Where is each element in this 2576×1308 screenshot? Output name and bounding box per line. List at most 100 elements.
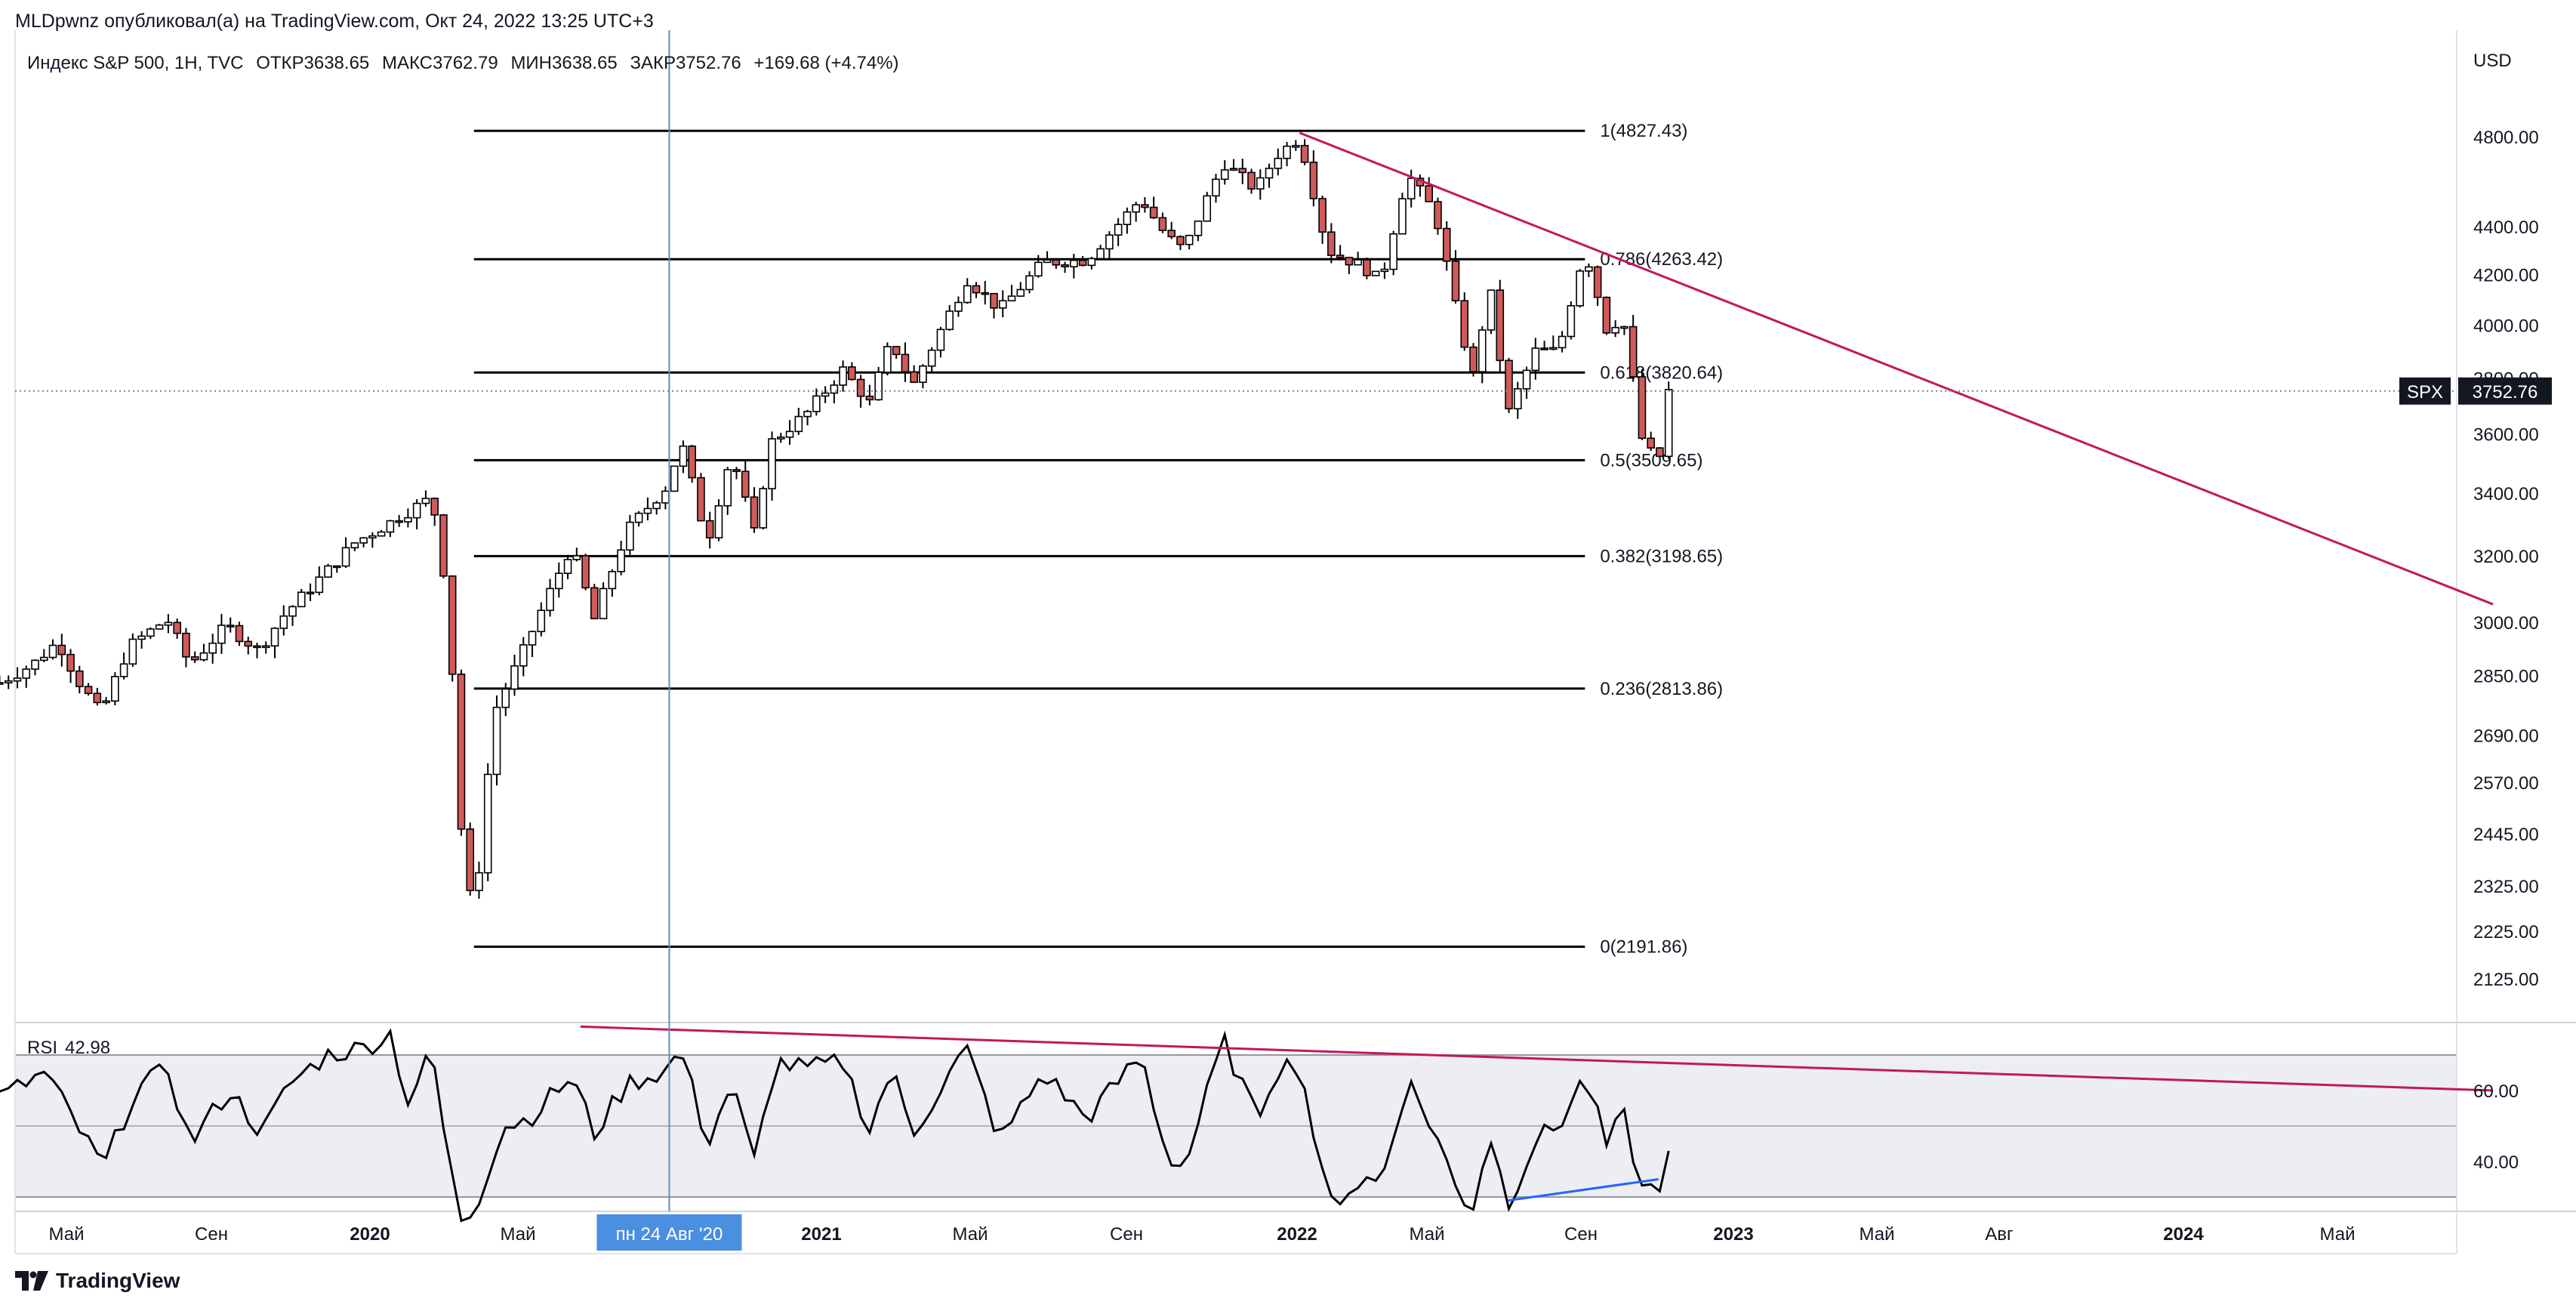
candle-body bbox=[1212, 178, 1220, 197]
candle-body bbox=[617, 549, 625, 572]
rsi-series bbox=[0, 1028, 1670, 1223]
candle-body bbox=[1194, 221, 1203, 236]
candle-body bbox=[368, 535, 377, 539]
time-tick-label: Май bbox=[1409, 1224, 1444, 1245]
fib-level-label: 0.618(3820.64) bbox=[1600, 362, 1723, 383]
low-label: МИН bbox=[510, 53, 553, 73]
candle-body bbox=[377, 531, 386, 537]
candle-body bbox=[306, 591, 315, 595]
candle-body bbox=[1531, 347, 1540, 372]
candle-body bbox=[705, 520, 714, 538]
price-axis: USD4800.004400.004200.004000.003800.0036… bbox=[2399, 51, 2552, 1173]
candle-body bbox=[626, 521, 634, 551]
price-tick-label: 2225.00 bbox=[2473, 922, 2539, 942]
candle-body bbox=[164, 622, 173, 626]
candle-body bbox=[1354, 259, 1362, 266]
candle-body bbox=[1620, 325, 1628, 329]
time-tick-label: Сен bbox=[1564, 1224, 1598, 1245]
fibonacci-retracement[interactable]: 1(4827.43)0.786(4263.42)0.618(3820.64)0.… bbox=[473, 121, 1723, 958]
rsi-legend[interactable]: RSI 42.98 bbox=[27, 1038, 118, 1059]
fib-level-label: 0(2191.86) bbox=[1600, 937, 1687, 958]
candle-body bbox=[1647, 437, 1655, 449]
candle-body bbox=[501, 688, 510, 708]
candle-body bbox=[1070, 259, 1078, 268]
candle-body bbox=[395, 520, 403, 523]
candle-body bbox=[1505, 359, 1513, 410]
tradingview-logo[interactable]: TradingView bbox=[15, 1269, 180, 1293]
candle-body bbox=[1158, 217, 1167, 231]
candle-body bbox=[1442, 227, 1451, 262]
fib-level-label: 1(4827.43) bbox=[1600, 121, 1687, 141]
candle-body bbox=[874, 372, 883, 401]
candle-body bbox=[39, 656, 48, 662]
candle-body bbox=[785, 430, 794, 438]
candle-body bbox=[1025, 275, 1034, 291]
candle-body bbox=[1132, 204, 1140, 213]
trendlines[interactable] bbox=[580, 131, 2494, 1202]
candle-body bbox=[1656, 447, 1664, 458]
candle-body bbox=[1034, 261, 1043, 277]
candle-body bbox=[1167, 230, 1176, 238]
price-tick-label: 4200.00 bbox=[2473, 266, 2539, 286]
tradingview-brand: TradingView bbox=[56, 1269, 180, 1292]
candle-body bbox=[750, 496, 759, 529]
candle-body bbox=[1380, 268, 1389, 273]
time-tick-label: 2023 bbox=[1713, 1224, 1753, 1245]
candle-body bbox=[1096, 248, 1105, 260]
candle-body bbox=[1061, 264, 1069, 268]
candle-body bbox=[4, 680, 13, 683]
candle-body bbox=[1664, 389, 1673, 458]
candle-body bbox=[812, 395, 821, 412]
candle-body bbox=[1478, 329, 1487, 373]
candle-body bbox=[1585, 266, 1593, 272]
price-tick-label: 2325.00 bbox=[2473, 877, 2539, 897]
candle-body bbox=[1487, 289, 1496, 331]
candle-body bbox=[670, 465, 679, 492]
candle-body bbox=[661, 490, 670, 504]
price-axis-panel[interactable] bbox=[2457, 0, 2576, 1254]
candle-body bbox=[1052, 259, 1061, 266]
candle-body bbox=[1611, 326, 1619, 334]
candle-body bbox=[1558, 335, 1567, 349]
instrument-title[interactable]: Индекс S&P 500, 1H, TVC bbox=[27, 53, 244, 73]
time-tick-label: Сен bbox=[1110, 1224, 1143, 1245]
symbol-label: SPX bbox=[2407, 382, 2443, 403]
time-tick-label: 2021 bbox=[801, 1224, 841, 1245]
candle-body bbox=[848, 366, 856, 381]
candle-body bbox=[270, 628, 279, 647]
candle-body bbox=[901, 353, 910, 373]
candle-body bbox=[1425, 185, 1434, 202]
candle-body bbox=[297, 591, 306, 608]
candle-body bbox=[856, 378, 865, 397]
candle-body bbox=[430, 498, 439, 516]
candle-body bbox=[759, 488, 768, 529]
candle-body bbox=[1514, 388, 1522, 410]
price-tick-label: 4800.00 bbox=[2473, 128, 2539, 148]
candle-body bbox=[1469, 346, 1478, 373]
candlestick-series bbox=[0, 139, 1673, 899]
candle-body bbox=[990, 292, 998, 309]
close-label: ЗАКР bbox=[630, 53, 676, 73]
candle-body bbox=[315, 576, 324, 594]
candle-body bbox=[341, 547, 350, 567]
candle-body bbox=[1274, 157, 1283, 169]
candle-body bbox=[182, 632, 190, 658]
candle-body bbox=[93, 693, 102, 704]
publish-info: MLDpwnz опубликовал(а) на TradingView.co… bbox=[15, 11, 654, 32]
candle-body bbox=[1628, 325, 1638, 378]
candle-body bbox=[155, 624, 164, 630]
candle-body bbox=[679, 445, 688, 467]
time-axis: Май Сен 2020 Май 2021 Май Сен 2022 Май Сен 2023 Май… bbox=[48, 1214, 2356, 1251]
candle-body bbox=[1434, 201, 1442, 230]
candle-body bbox=[919, 365, 927, 383]
candle-body bbox=[1460, 300, 1469, 348]
candle-body bbox=[1602, 296, 1611, 334]
candle-body bbox=[386, 520, 395, 533]
candle-body bbox=[910, 371, 918, 383]
candle-body bbox=[883, 346, 892, 373]
candle-body bbox=[1185, 234, 1194, 245]
price-tick-label: 3600.00 bbox=[2473, 425, 2539, 446]
candle-body bbox=[84, 686, 93, 694]
candle-body bbox=[1451, 261, 1460, 301]
